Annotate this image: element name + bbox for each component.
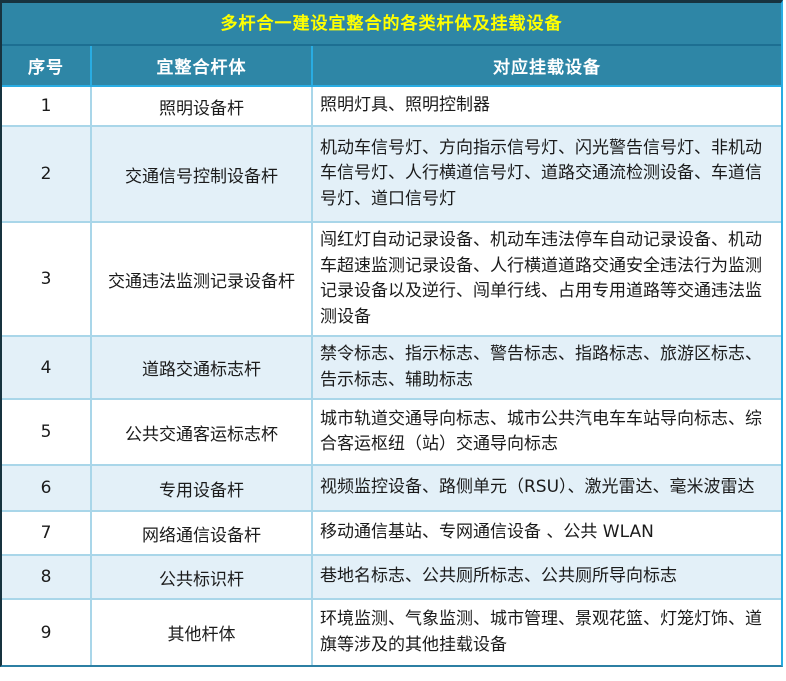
table-title: 多杆合一建设宜整合的各类杆体及挂载设备 [2,3,781,46]
cell-serial: 6 [2,464,92,512]
cell-pole-type: 其他杆体 [90,598,313,665]
header-row: 序号 宜整合杆体 对应挂载设备 [2,46,781,87]
cell-pole-type: 网络通信设备杆 [90,510,313,556]
cell-mounted-devices: 照明灯具、照明控制器 [311,86,781,127]
cell-pole-type: 专用设备杆 [90,464,313,512]
cell-serial: 8 [2,554,92,600]
column-header-serial: 序号 [2,46,92,87]
cell-pole-type: 交通违法监测记录设备杆 [90,221,313,337]
cell-serial: 7 [2,510,92,556]
column-header-pole-type: 宜整合杆体 [91,46,313,87]
table-row: 2 交通信号控制设备杆 机动车信号灯、方向指示信号灯、闪光警告信号灯、非机动车信号灯… [2,125,781,223]
table-row: 1 照明设备杆 照明灯具、照明控制器 [2,86,781,127]
cell-serial: 4 [2,335,92,400]
cell-mounted-devices: 环境监测、气象监测、城市管理、景观花篮、灯笼灯饰、道旗等涉及的其他挂载设备 [311,598,781,665]
table-row: 8 公共标识杆 巷地名标志、公共厕所标志、公共厕所导向标志 [2,554,781,600]
cell-serial: 3 [2,221,92,337]
cell-pole-type: 公共标识杆 [90,554,313,600]
cell-mounted-devices: 禁令标志、指示标志、警告标志、指路标志、旅游区标志、告示标志、辅助标志 [311,335,781,400]
table-row: 9 其他杆体 环境监测、气象监测、城市管理、景观花篮、灯笼灯饰、道旗等涉及的其他挂载… [2,598,781,665]
table-row: 7 网络通信设备杆 移动通信基站、专网通信设备 、公共 WLAN [2,510,781,556]
cell-mounted-devices: 机动车信号灯、方向指示信号灯、闪光警告信号灯、非机动车信号灯、人行横道信号灯、道… [311,125,781,223]
table-header: 序号 宜整合杆体 对应挂载设备 [2,46,781,87]
cell-mounted-devices: 城市轨道交通导向标志、城市公共汽电车车站导向标志、综合客运枢纽（站）交通导向标志 [311,398,781,466]
table-row: 6 专用设备杆 视频监控设备、路侧单元（RSU）、激光雷达、毫米波雷达 [2,464,781,512]
cell-pole-type: 照明设备杆 [90,86,313,127]
cell-serial: 1 [2,86,92,127]
cell-pole-type: 交通信号控制设备杆 [90,125,313,223]
integration-table: 多杆合一建设宜整合的各类杆体及挂载设备 序号 宜整合杆体 对应挂载设备 1 照明设… [0,0,783,667]
column-header-mounted-devices: 对应挂载设备 [312,46,781,87]
cell-pole-type: 公共交通客运标志杯 [90,398,313,466]
table-row: 3 交通违法监测记录设备杆 闯红灯自动记录设备、机动车违法停车自动记录设备、机动车超… [2,221,781,337]
cell-serial: 2 [2,125,92,223]
cell-serial: 9 [2,598,92,665]
cell-mounted-devices: 闯红灯自动记录设备、机动车违法停车自动记录设备、机动车超速监测记录设备、人行横道… [311,221,781,337]
cell-mounted-devices: 视频监控设备、路侧单元（RSU）、激光雷达、毫米波雷达 [311,464,781,512]
table-row: 4 道路交通标志杆 禁令标志、指示标志、警告标志、指路标志、旅游区标志、告示标志、辅… [2,335,781,400]
cell-serial: 5 [2,398,92,466]
table-body: 1 照明设备杆 照明灯具、照明控制器 2 交通信号控制设备杆 机动车信号灯、方向指示信号灯… [2,86,781,665]
cell-pole-type: 道路交通标志杆 [90,335,313,400]
cell-mounted-devices: 巷地名标志、公共厕所标志、公共厕所导向标志 [311,554,781,600]
data-table: 序号 宜整合杆体 对应挂载设备 1 照明设备杆 照明灯具、照明控制器 2 交通信号控制设… [2,46,781,665]
cell-mounted-devices: 移动通信基站、专网通信设备 、公共 WLAN [311,510,781,556]
table-row: 5 公共交通客运标志杯 城市轨道交通导向标志、城市公共汽电车车站导向标志、综合客运枢… [2,398,781,466]
